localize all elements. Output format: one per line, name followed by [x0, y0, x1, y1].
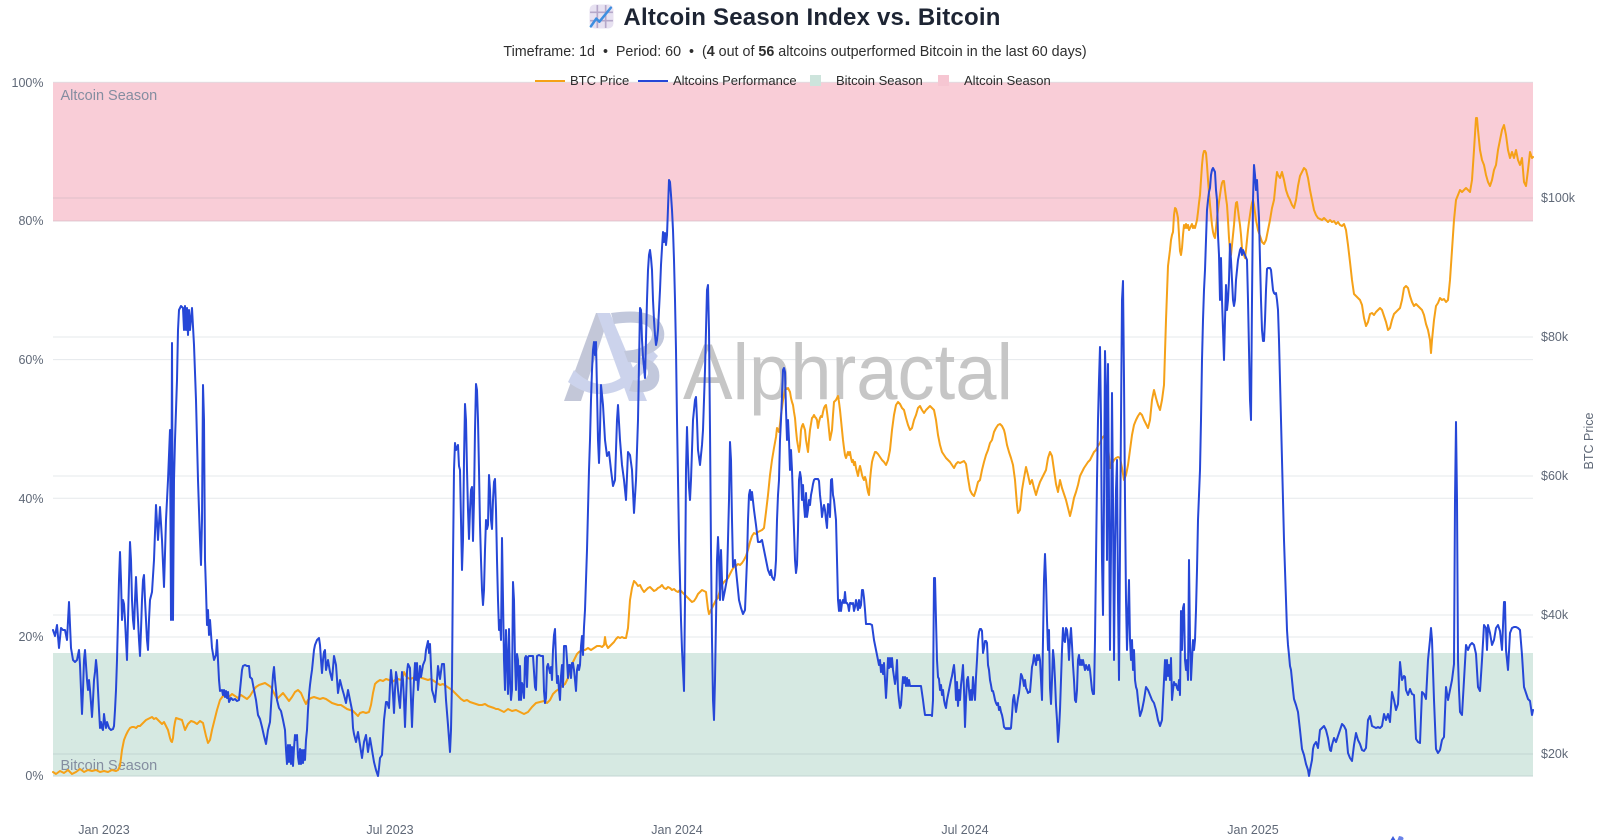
svg-text:Alphractal: Alphractal — [683, 327, 1013, 416]
svg-text:20%: 20% — [18, 630, 43, 644]
svg-text:80%: 80% — [18, 214, 43, 228]
svg-text:100%: 100% — [12, 76, 44, 90]
svg-text:$40k: $40k — [1541, 608, 1569, 622]
svg-text:Jul 2024: Jul 2024 — [941, 823, 988, 837]
svg-text:$80k: $80k — [1541, 330, 1569, 344]
svg-text:$20k: $20k — [1541, 747, 1569, 761]
svg-text:Jul 2023: Jul 2023 — [366, 823, 413, 837]
svg-text:0%: 0% — [25, 769, 43, 783]
svg-text:Jan 2025: Jan 2025 — [1227, 823, 1278, 837]
svg-text:40%: 40% — [18, 492, 43, 506]
svg-text:60%: 60% — [18, 353, 43, 367]
svg-text:Bitcoin Season: Bitcoin Season — [61, 758, 158, 774]
svg-text:Altcoin Season: Altcoin Season — [61, 88, 158, 104]
svg-text:BTC Price: BTC Price — [1582, 412, 1596, 469]
svg-text:$60k: $60k — [1541, 469, 1569, 483]
svg-text:$100k: $100k — [1541, 191, 1576, 205]
svg-text:Jan 2023: Jan 2023 — [78, 823, 129, 837]
svg-text:Jan 2024: Jan 2024 — [651, 823, 702, 837]
